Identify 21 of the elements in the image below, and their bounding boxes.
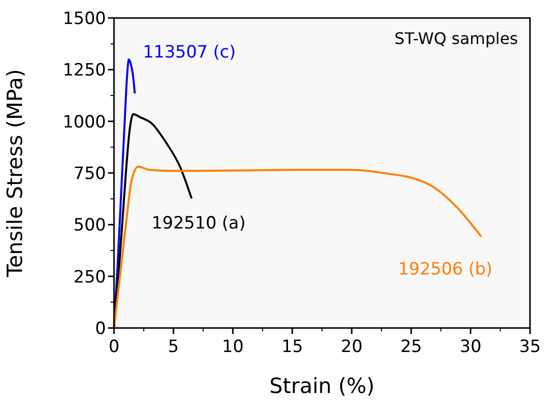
x-tick-label: 35 (519, 337, 541, 357)
series-label: 192510 (a) (152, 213, 246, 234)
y-tick-label: 250 (74, 267, 106, 288)
series-label: 192506 (b) (398, 260, 492, 280)
series-label: 113507 (c) (142, 42, 236, 62)
x-tick-label: 15 (281, 337, 304, 357)
y-tick-label: 1500 (62, 9, 106, 29)
x-tick-label: 5 (168, 337, 179, 357)
x-tick-label: 0 (108, 337, 120, 357)
x-tick-label: 10 (222, 337, 244, 357)
x-tick-label: 30 (460, 337, 482, 357)
x-tick-label: 25 (400, 337, 422, 357)
y-tick-label: 1250 (62, 60, 106, 81)
x-tick-label: 20 (340, 337, 363, 357)
y-axis-title: Tensile Stress (MPa) (3, 68, 27, 278)
annotation: ST-WQ samples (394, 29, 518, 48)
x-axis-title: Strain (%) (269, 374, 375, 398)
y-tick-label: 0 (95, 319, 106, 339)
y-tick-label: 1000 (62, 112, 106, 132)
y-tick-label: 500 (74, 216, 106, 236)
y-tick-label: 750 (74, 164, 106, 184)
